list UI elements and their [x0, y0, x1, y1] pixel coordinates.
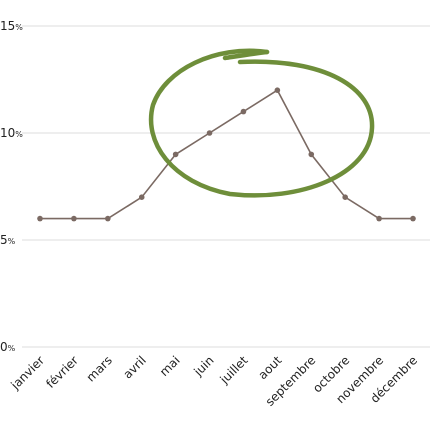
x-tick-label: mai	[157, 353, 183, 379]
x-tick-label: février	[43, 353, 81, 391]
y-tick-value: 0	[0, 340, 8, 354]
data-point	[37, 215, 43, 222]
grid-layer	[22, 25, 430, 348]
series-line	[40, 89, 413, 220]
highlight-circle-overlap	[222, 49, 270, 61]
x-tick-label: juillet	[217, 353, 251, 387]
data-point	[410, 215, 416, 222]
x-tick-label: janvier	[7, 353, 47, 393]
y-tick-unit: %	[8, 344, 16, 353]
data-point	[342, 194, 348, 200]
data-point	[308, 151, 315, 158]
data-point	[172, 151, 179, 158]
data-point	[376, 215, 382, 222]
y-tick-label: 10%	[0, 126, 23, 140]
x-tick-label: avril	[121, 353, 149, 381]
y-tick-value: 15	[0, 19, 15, 33]
y-axis-ticks: 0%5%10%15%	[0, 19, 23, 354]
y-tick-unit: %	[15, 23, 23, 32]
y-tick-value: 10	[0, 126, 15, 140]
y-tick-label: 15%	[0, 19, 23, 33]
highlight-annotation	[148, 48, 375, 198]
x-tick-label: juin	[191, 353, 217, 379]
y-tick-unit: %	[15, 130, 23, 139]
y-tick-value: 5	[0, 233, 8, 247]
data-point	[105, 215, 111, 222]
y-tick-unit: %	[8, 237, 16, 246]
x-tick-label: aout	[255, 353, 284, 382]
y-tick-label: 0%	[0, 340, 16, 354]
x-tick-label: mars	[84, 353, 115, 384]
y-tick-label: 5%	[0, 233, 16, 247]
highlight-circle	[148, 48, 375, 198]
data-point	[240, 108, 247, 115]
data-point	[274, 87, 281, 93]
data-point	[71, 215, 77, 222]
data-point	[206, 130, 213, 136]
series-layer	[37, 87, 416, 222]
data-point	[138, 194, 145, 200]
